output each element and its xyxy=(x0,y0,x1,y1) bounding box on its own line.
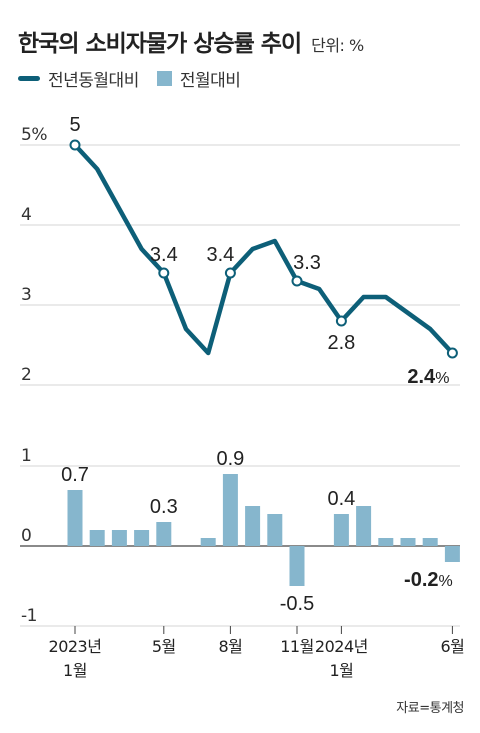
bar-mark xyxy=(200,538,216,546)
line-point-marker xyxy=(158,267,170,279)
bar-mark xyxy=(400,538,416,546)
source-label: 자료=통계청 xyxy=(396,701,464,716)
legend-item-line: 전년동월대비 xyxy=(18,66,139,91)
legend-line-label: 전년동월대비 xyxy=(48,71,139,91)
bar-mark xyxy=(333,514,349,546)
line-data-label: 3.3 xyxy=(293,252,321,274)
legend: 전년동월대비 전월대비 xyxy=(18,66,258,91)
bar-mark xyxy=(444,546,460,562)
bar-mark xyxy=(156,522,172,546)
x-tick-label: 2024년 xyxy=(315,637,368,656)
line-data-label: 3.4 xyxy=(206,244,234,266)
label-layer: 2 3 4 5% -1 0 1 5 3.4 3.4 3.3 2.8 2.4% 0.7 0.3 0.9 -0.5 0… xyxy=(21,114,465,680)
line-point-marker xyxy=(446,347,458,359)
bar-data-label: 0.9 xyxy=(216,448,244,470)
bar-mark xyxy=(378,538,394,546)
line-y-tick-label: 3 xyxy=(21,285,31,305)
line-data-label: 3.4 xyxy=(150,244,178,266)
bar-data-label: 0.4 xyxy=(327,488,355,510)
bar-mark xyxy=(222,474,238,546)
x-tick-label: 6월 xyxy=(440,637,464,656)
line-data-label: 2.4% xyxy=(407,366,449,388)
line-data-label: 2.8 xyxy=(327,332,355,354)
bar-mark xyxy=(422,538,438,546)
bar-mark xyxy=(289,546,305,586)
bar-data-label: -0.2% xyxy=(404,569,453,591)
line-point-marker xyxy=(335,315,347,327)
bar-y-tick-label: -1 xyxy=(21,606,37,626)
bar-data-label: 0.7 xyxy=(61,464,89,486)
x-tick-label: 8월 xyxy=(218,637,242,656)
line-point-marker xyxy=(69,139,81,151)
line-point-marker xyxy=(291,275,303,287)
chart-title: 한국의 소비자물가 상승률 추이 xyxy=(18,31,302,57)
line-layer xyxy=(69,139,458,359)
x-tick-label-line2: 1월 xyxy=(63,661,87,680)
x-tick-label: 11월 xyxy=(280,637,314,656)
bar-mark xyxy=(67,490,83,546)
bar-layer xyxy=(67,474,460,586)
grid-layer xyxy=(20,144,460,634)
bar-mark xyxy=(356,506,372,546)
legend-line-swatch xyxy=(18,76,40,81)
bar-mark xyxy=(245,506,261,546)
x-tick-label-line2: 1월 xyxy=(329,661,353,680)
line-y-tick-label: 4 xyxy=(21,205,31,225)
bar-y-tick-label: 1 xyxy=(21,446,31,466)
line-y-tick-label: 5% xyxy=(21,125,47,145)
title-row: 한국의 소비자물가 상승률 추이 단위: % xyxy=(18,24,364,58)
bar-mark xyxy=(89,530,105,546)
line-data-label: 5 xyxy=(69,114,80,136)
line-y-tick-label: 2 xyxy=(21,365,31,385)
unit-label: 단위: % xyxy=(311,36,364,55)
bar-mark xyxy=(134,530,150,546)
bar-mark xyxy=(111,530,127,546)
legend-item-bar: 전월대비 xyxy=(156,66,241,91)
x-tick-label: 2023년 xyxy=(49,637,102,656)
bar-data-label: 0.3 xyxy=(150,496,178,518)
legend-bar-swatch xyxy=(156,71,172,86)
series-line xyxy=(72,142,455,356)
line-point-marker xyxy=(224,267,236,279)
bar-data-label: -0.5 xyxy=(280,593,314,615)
x-tick-label: 5월 xyxy=(152,637,176,656)
bar-y-tick-label: 0 xyxy=(21,526,31,546)
bar-mark xyxy=(267,514,283,546)
legend-bar-label: 전월대비 xyxy=(179,71,241,91)
